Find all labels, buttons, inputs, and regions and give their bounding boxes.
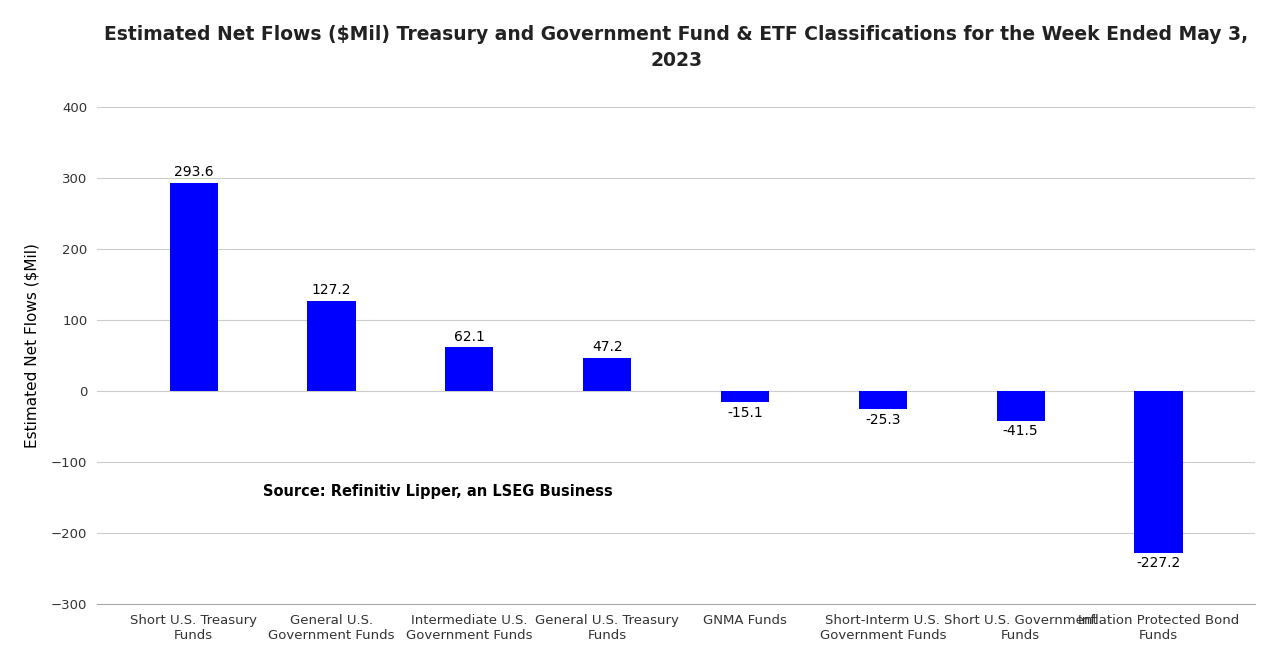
Bar xyxy=(1134,392,1183,552)
Text: -15.1: -15.1 xyxy=(727,406,763,420)
Text: -227.2: -227.2 xyxy=(1137,556,1180,570)
Text: 293.6: 293.6 xyxy=(174,165,214,179)
Text: 127.2: 127.2 xyxy=(312,283,351,297)
Y-axis label: Estimated Net Flows ($Mil): Estimated Net Flows ($Mil) xyxy=(26,243,40,448)
Bar xyxy=(445,347,494,392)
Text: -41.5: -41.5 xyxy=(1002,424,1038,438)
Title: Estimated Net Flows ($Mil) Treasury and Government Fund & ETF Classifications fo: Estimated Net Flows ($Mil) Treasury and … xyxy=(104,25,1248,71)
Text: -25.3: -25.3 xyxy=(865,413,901,427)
Bar xyxy=(997,392,1044,421)
Bar xyxy=(859,392,908,410)
Text: 62.1: 62.1 xyxy=(454,329,485,344)
Text: Source: Refinitiv Lipper, an LSEG Business: Source: Refinitiv Lipper, an LSEG Busine… xyxy=(262,484,612,498)
Bar xyxy=(584,358,631,392)
Text: 47.2: 47.2 xyxy=(591,340,622,354)
Bar xyxy=(169,183,218,392)
Bar xyxy=(307,301,356,392)
Bar xyxy=(721,392,769,402)
